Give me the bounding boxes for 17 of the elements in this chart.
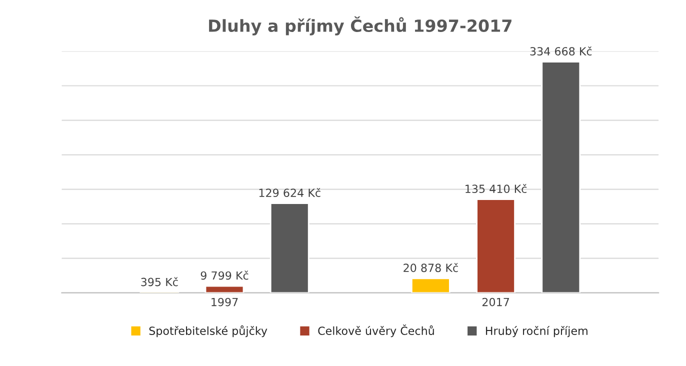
data-label: 395 Kč	[141, 277, 178, 286]
bar	[411, 278, 450, 293]
data-label: 9 799 Kč	[200, 270, 248, 280]
data-label: 20 878 Kč	[404, 263, 458, 272]
data-label: 334 668 Kč	[530, 46, 592, 56]
chart-title: Dluhy a příjmy Čechů 1997-2017	[209, 16, 512, 36]
bar	[270, 202, 310, 293]
legend-label: Spotřebitelské půjčky	[149, 325, 268, 338]
bar	[476, 198, 516, 293]
x-tick-label: 2017	[482, 298, 509, 306]
x-tick-label: 1997	[212, 298, 238, 306]
bar	[541, 61, 581, 293]
data-label: 135 410 Kč	[466, 184, 527, 194]
legend-label: Celkově úvěry Čechů	[318, 324, 434, 338]
data-label: 129 624 Kč	[259, 188, 320, 198]
legend-label: Hrubý roční příjem	[486, 326, 588, 338]
bar	[204, 285, 244, 293]
